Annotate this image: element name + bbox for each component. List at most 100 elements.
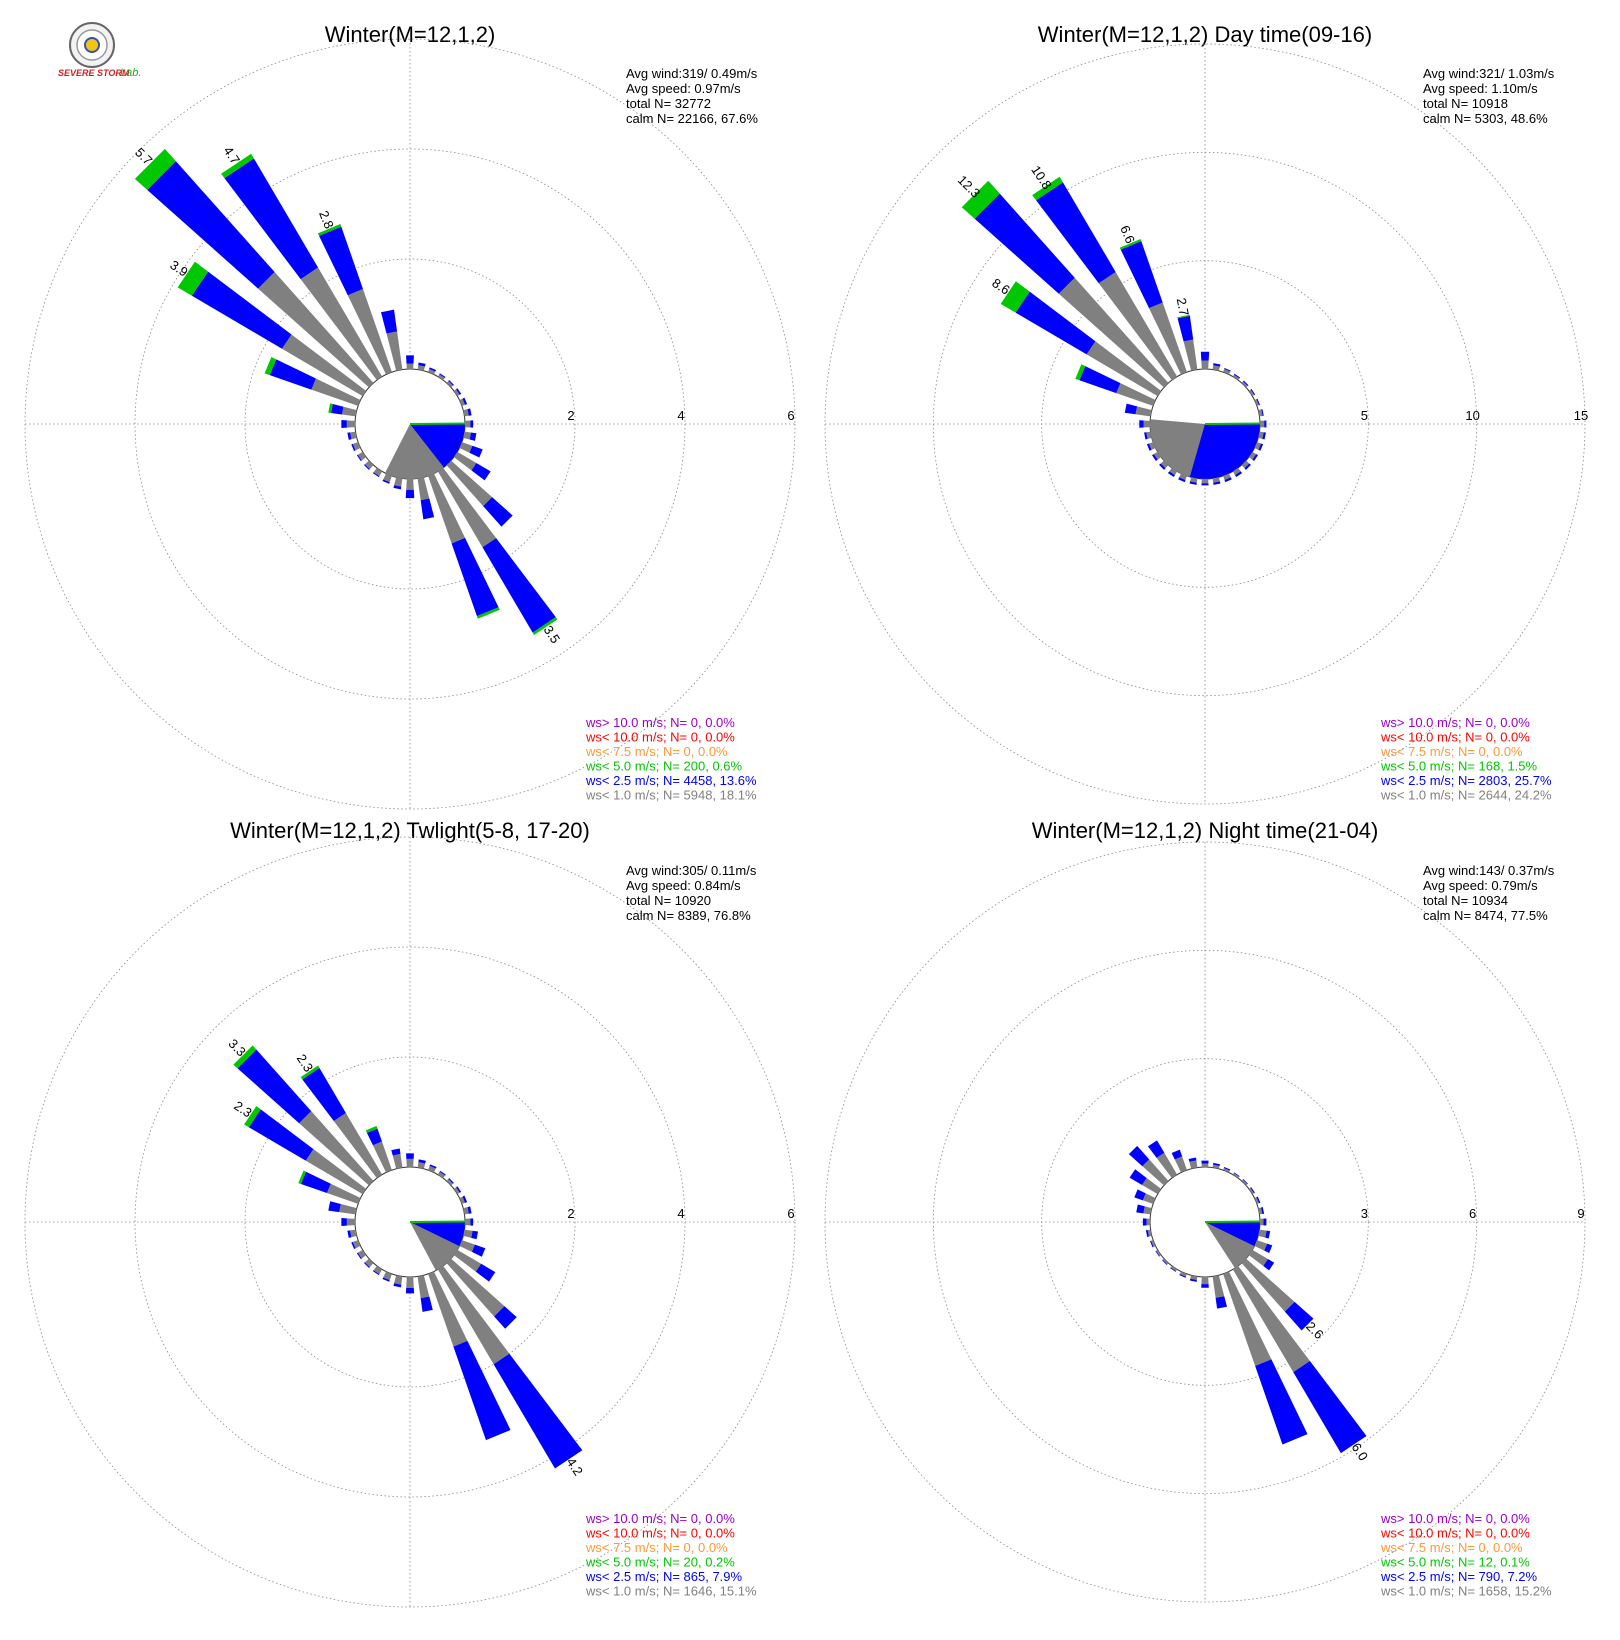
petal-135-segment-lt2-5 (483, 497, 513, 527)
legend-entry: ws> 10.0 m/s; N= 0, 0.0% (585, 1511, 735, 1526)
petal-146-segment-lt2-5 (1293, 1361, 1367, 1454)
petal-label: 6.6 (1117, 223, 1138, 245)
petal-203-segment-lt1 (383, 1271, 392, 1281)
petal-45-segment-lt2-5 (1243, 380, 1249, 386)
petal-11-segment-lt1 (1212, 365, 1220, 371)
petal-293-segment-lt1 (1142, 1193, 1156, 1204)
petal-101-segment-lt1 (463, 431, 472, 440)
petal-270-segment-lt2-5 (1142, 1218, 1147, 1226)
petal-101-segment-lt2-5 (471, 1230, 479, 1240)
petal-349-segment-lt2-5 (1177, 315, 1194, 342)
petal-101-segment-lt2-5 (1265, 1230, 1271, 1239)
stats-line: calm N= 5303, 48.6% (1423, 111, 1548, 126)
petal-281-segment-lt2-5 (1124, 403, 1138, 415)
petal-180-segment-lt2-5 (405, 1287, 415, 1294)
petal-79-segment-lt2-5 (1261, 1207, 1265, 1214)
petal-338-segment-lt5 (317, 224, 342, 236)
petal-68-segment-lt1 (459, 398, 466, 406)
logo-text-lab: Lab. (120, 67, 141, 79)
petal-68-segment-lt2-5 (462, 1195, 468, 1203)
petal-293-segment-lt5 (298, 1170, 307, 1185)
petal-203-segment-lt2-5 (382, 479, 390, 484)
petal-293-segment-lt5 (264, 356, 277, 376)
petal-304-segment-lt5 (1000, 281, 1030, 313)
petal-236-segment-lt2-5 (1151, 454, 1158, 462)
petal-180-segment-lt1 (1201, 478, 1209, 484)
petal-101-segment-lt2-5 (469, 432, 477, 441)
logo-text-main: SEVERE STORM (58, 68, 130, 78)
petal-326-segment-lt2-5 (1036, 182, 1116, 284)
petal-90-segment-lt1 (464, 420, 471, 428)
petal-304-segment-lt2-5 (191, 271, 292, 349)
petal-259-segment-lt1 (350, 1229, 357, 1238)
petal-236-segment-lt1 (357, 451, 367, 461)
petal-326-segment-lt1 (1098, 271, 1178, 381)
petal-34-segment-lt2-5 (1233, 1172, 1240, 1177)
ring-label: 5 (1361, 408, 1368, 423)
petal-326-segment-lt5 (1032, 176, 1063, 201)
calm-wedge-blue (410, 1222, 465, 1247)
petal-203-segment-lt2-5 (1178, 477, 1186, 483)
petal-326-segment-lt1 (300, 267, 383, 381)
petal-315-segment-lt1 (1058, 277, 1169, 388)
petal-56-segment-lt2-5 (456, 388, 462, 395)
petal-214-segment-lt2-5 (372, 1270, 380, 1276)
petal-326-segment-lt2-5 (302, 1067, 346, 1122)
petal-90-segment-lt1 (1259, 420, 1265, 428)
legend-entry: ws< 2.5 m/s; N= 865, 7.9% (585, 1569, 743, 1584)
petal-270-segment-lt1 (1143, 420, 1151, 428)
legend-entry: ws< 5.0 m/s; N= 168, 1.5% (1380, 759, 1538, 774)
legend-entry: ws> 10.0 m/s; N= 0, 0.0% (1380, 1511, 1530, 1526)
petal-338-segment-lt2-5 (366, 1128, 382, 1146)
legend-entry: ws< 2.5 m/s; N= 2803, 25.7% (1380, 773, 1552, 788)
petal-338-segment-lt2-5 (319, 226, 363, 296)
petal-304-segment-lt1 (305, 1149, 367, 1195)
petal-23-segment-lt2-5 (429, 1164, 437, 1169)
petal-281-segment-lt2-5 (328, 1201, 341, 1213)
petal-203-segment-lt1 (1179, 473, 1187, 481)
petal-56-segment-lt1 (1248, 389, 1255, 397)
petal-338-segment-lt1 (347, 288, 392, 375)
petal-326-segment-lt5 (221, 153, 254, 179)
petal-113-segment-lt1 (1254, 442, 1262, 450)
legend-entry: ws< 5.0 m/s; N= 12, 0.1% (1380, 1555, 1530, 1570)
petal-135-segment-lt1 (446, 1258, 505, 1317)
petal-56-segment-lt2-5 (1250, 1187, 1255, 1194)
petal-34-segment-lt1 (1232, 374, 1240, 381)
legend-entry: ws> 10.0 m/s; N= 0, 0.0% (1380, 715, 1530, 730)
stats-line: total N= 10934 (1423, 893, 1508, 908)
petal-11-segment-lt2-5 (418, 1159, 426, 1164)
petal-225-segment-lt1 (364, 460, 374, 470)
ring-label: 2 (567, 1206, 574, 1221)
petal-349-segment-lt2-5 (391, 1148, 401, 1156)
petal-79-segment-lt1 (1258, 1207, 1263, 1215)
petal-11-segment-lt1 (417, 1162, 426, 1169)
petal-101-segment-lt1 (1258, 1229, 1267, 1238)
petal-56-segment-lt1 (453, 1187, 460, 1195)
petal-68-segment-lt1 (1254, 399, 1259, 406)
petal-270-segment-lt1 (346, 1218, 356, 1226)
petal-11-segment-lt2-5 (1213, 363, 1221, 367)
petal-23-segment-lt1 (428, 1165, 436, 1173)
petal-90-segment-lt1 (464, 1218, 471, 1226)
petal-315-segment-lt2-5 (147, 161, 275, 289)
petal-45-segment-lt1 (1241, 381, 1248, 388)
petal-214-segment-lt2-5 (1170, 1267, 1177, 1272)
petal-146-segment-lt2-5 (1235, 471, 1243, 478)
petal-124-segment-lt2-5 (1263, 1259, 1275, 1271)
petal-180-segment-lt1 (1201, 1276, 1209, 1285)
petal-0-segment-lt2-5 (1200, 351, 1210, 361)
petal-326-segment-lt2-5 (224, 158, 319, 280)
petal-label: 2.7 (1174, 297, 1192, 318)
petal-124-segment-lt1 (1248, 1249, 1268, 1267)
petal-113-segment-lt1 (459, 442, 473, 453)
petal-0-segment-lt1 (1201, 1163, 1209, 1168)
petal-113-segment-lt2-5 (1264, 1243, 1273, 1254)
petal-281-segment-lt5 (328, 403, 333, 413)
chart-title: Winter(M=12,1,2) Night time(21-04) (1032, 818, 1379, 843)
petal-225-segment-lt2-5 (1162, 1259, 1168, 1265)
calm-wedge-blue (1205, 1222, 1260, 1247)
petal-90-segment-lt1 (1259, 1218, 1264, 1226)
